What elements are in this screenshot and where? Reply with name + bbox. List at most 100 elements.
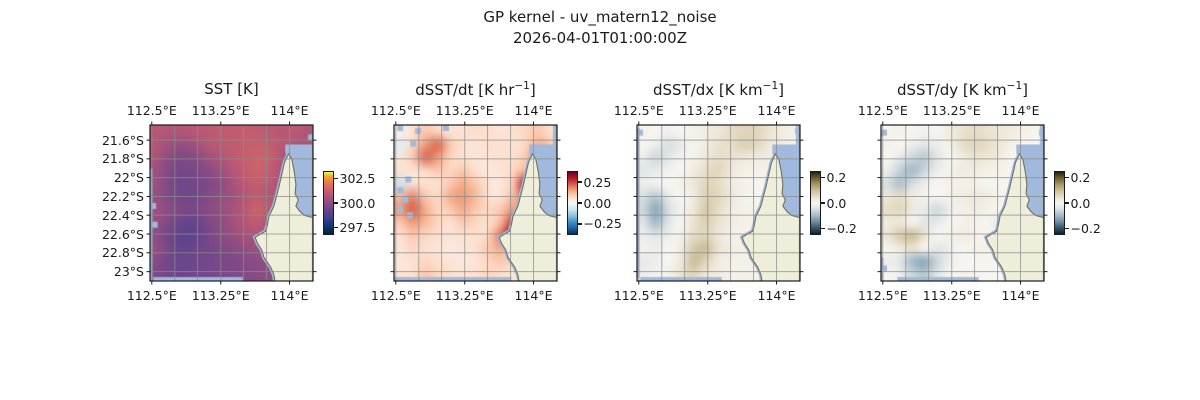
figure-title: GP kernel - uv_matern12_noise 2026-04-01… (0, 7, 1200, 49)
colorbar-tick-mark (577, 223, 582, 225)
colorbar-gradient (1053, 171, 1065, 235)
map-panel-sst (146, 121, 317, 285)
map-panel-dsst_dx (633, 121, 804, 285)
panel-title-dsst_dt: dSST/dt [K hr−1] (366, 80, 586, 100)
x-tick-label: 113.25°E (435, 103, 494, 118)
colorbar-tick-label: 300.0 (339, 195, 376, 211)
colorbar-tick-label: 0.2 (1070, 169, 1091, 185)
colorbar-tick-mark (820, 176, 825, 178)
x-tick-label: 112.5°E (126, 288, 177, 303)
colorbar-tick-mark (1064, 202, 1069, 204)
map-border (393, 124, 558, 282)
colorbar-tick-mark (1064, 176, 1069, 178)
map-border (636, 124, 801, 282)
map-border (149, 124, 314, 282)
panel-title-superscript: −1 (1006, 80, 1023, 92)
x-tick-label: 114°E (757, 288, 796, 303)
panel-title-text: dSST/dx [K km (652, 81, 763, 99)
map-overlay-dsst_dx (633, 121, 804, 285)
y-tick-label: 22.6°S (101, 226, 144, 242)
x-tick-label: 112.5°E (126, 103, 177, 118)
panel-title-superscript: −1 (514, 80, 530, 92)
y-tick-label: 22.2°S (101, 188, 144, 204)
colorbar-tick-mark (333, 178, 338, 180)
panel-title-text: ] (778, 81, 785, 99)
y-tick-label: 22°S (113, 170, 144, 186)
panel-title-text: ] (1022, 81, 1029, 99)
x-tick-label: 114°E (757, 103, 796, 118)
colorbar-gradient (566, 171, 578, 235)
land-polygon (741, 152, 800, 281)
axis-tick-marks (390, 121, 561, 285)
gridlines (150, 125, 313, 281)
figure-title-line1: GP kernel - uv_matern12_noise (483, 8, 717, 26)
map-overlay-dsst_dy (877, 121, 1048, 285)
colorbar-tick-label: 0.00 (583, 195, 612, 211)
x-tick-label: 113.25°E (678, 103, 737, 118)
x-tick-label: 112.5°E (857, 103, 908, 118)
panel-title-text: SST [K (204, 80, 253, 98)
panel-title-text: ] (252, 80, 259, 98)
x-tick-label: 113.25°E (922, 288, 981, 303)
colorbar-tick-label: −0.2 (1070, 221, 1101, 237)
x-tick-label: 112.5°E (370, 288, 421, 303)
colorbar-tick-label: −0.25 (583, 216, 622, 232)
y-tick-label: 22.8°S (101, 245, 144, 261)
panel-title-sst: SST [K] (122, 80, 342, 100)
colorbar-tick-mark (333, 226, 338, 228)
panel-title-text: dSST/dy [K km (896, 81, 1007, 99)
axis-tick-marks (146, 121, 317, 285)
y-tick-label: 21.8°S (101, 151, 144, 167)
panel-title-dsst_dx: dSST/dx [K km−1] (609, 80, 829, 100)
colorbar-tick-mark (333, 202, 338, 204)
x-tick-label: 114°E (270, 288, 309, 303)
colorbar-tick-mark (820, 228, 825, 230)
colorbar-tick-mark (577, 181, 582, 183)
panel-title-superscript: −1 (762, 80, 779, 92)
axis-tick-marks (633, 121, 804, 285)
map-panel-dsst_dt (390, 121, 561, 285)
x-tick-label: 112.5°E (370, 103, 421, 118)
map-border (880, 124, 1045, 282)
gridlines (637, 125, 800, 281)
colorbar-gradient (322, 171, 334, 235)
panel-title-dsst_dy: dSST/dy [K km−1] (853, 80, 1073, 100)
land-polygon (498, 152, 557, 281)
colorbar-tick-mark (1064, 228, 1069, 230)
x-tick-label: 113.25°E (191, 288, 250, 303)
map-overlay-sst (146, 121, 317, 285)
colorbar-tick-label: 0.0 (1070, 195, 1091, 211)
colorbar-tick-mark (820, 202, 825, 204)
map-panel-dsst_dy (877, 121, 1048, 285)
x-tick-label: 112.5°E (613, 288, 664, 303)
x-tick-label: 114°E (514, 288, 553, 303)
axis-tick-marks (877, 121, 1048, 285)
colorbar-tick-label: −0.2 (826, 221, 857, 237)
y-tick-label: 23°S (113, 264, 144, 280)
panel-title-text: ] (529, 81, 536, 99)
x-tick-label: 113.25°E (191, 103, 250, 118)
x-tick-label: 112.5°E (857, 288, 908, 303)
x-tick-label: 114°E (514, 103, 553, 118)
x-tick-label: 113.25°E (922, 103, 981, 118)
land-polygon (985, 152, 1044, 281)
colorbar-tick-label: 0.2 (826, 169, 847, 185)
colorbar-tick-label: 297.5 (339, 219, 376, 235)
y-tick-label: 22.4°S (101, 207, 144, 223)
x-tick-label: 114°E (1001, 288, 1040, 303)
colorbar-tick-label: 0.25 (583, 174, 612, 190)
y-tick-label: 21.6°S (101, 132, 144, 148)
x-tick-label: 113.25°E (435, 288, 494, 303)
x-tick-label: 113.25°E (678, 288, 737, 303)
land-polygon (254, 152, 313, 281)
colorbar-tick-label: 302.5 (339, 171, 376, 187)
x-tick-label: 112.5°E (613, 103, 664, 118)
colorbar-tick-mark (577, 202, 582, 204)
x-tick-label: 114°E (1001, 103, 1040, 118)
x-tick-label: 114°E (270, 103, 309, 118)
colorbar-tick-label: 0.0 (826, 195, 847, 211)
gridlines (394, 125, 557, 281)
figure-title-line2: 2026-04-01T01:00:00Z (513, 29, 687, 47)
map-overlay-dsst_dt (390, 121, 561, 285)
